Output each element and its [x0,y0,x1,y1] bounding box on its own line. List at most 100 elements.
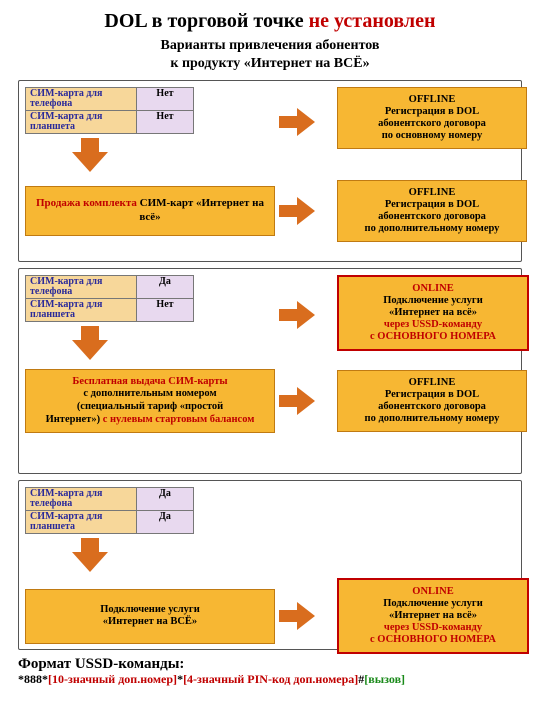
arrow-right-icon [297,108,315,136]
section-2-mid: Бесплатная выдача СИМ-карты с дополнител… [25,369,275,433]
offline-line: Регистрация в DOL [385,106,479,117]
connect-box: Подключение услуги «Интернет на ВСЁ» [25,589,275,644]
offline-line: абонентского договора [378,401,486,412]
offline-label: OFFLINE [409,94,456,105]
sim-label-phone: СИМ-карта для телефона [26,276,137,299]
sim-value-phone: Нет [137,88,194,111]
online-line: «Интернет на всё» [389,307,477,318]
table-row: СИМ-карта для планшета Нет [26,299,194,322]
arrow-col [283,581,329,651]
section-1-row2: Продажа комплекта СИМ-карт «Интернет на … [25,180,515,242]
sim-value-tablet: Да [137,511,194,534]
offline-box-dop: OFFLINE Регистрация в DOL абонентского д… [337,180,527,242]
section-2-row2: Бесплатная выдача СИМ-карты с дополнител… [25,366,515,436]
sim-label-tablet: СИМ-карта для планшета [26,511,137,534]
section-2: СИМ-карта для телефона Да СИМ-карта для … [18,268,522,474]
sim-table-1: СИМ-карта для телефона Нет СИМ-карта для… [25,87,194,134]
subtitle-line2: к продукту «Интернет на ВСЁ» [170,56,369,71]
section-3: СИМ-карта для телефона Да СИМ-карта для … [18,480,522,650]
page-title: DOL в торговой точке не установлен [18,10,522,33]
free-sim-line: (специальный тариф «простой [77,401,223,412]
connect-line: «Интернет на ВСЁ» [103,616,197,627]
offline-line: абонентского договора [378,118,486,129]
section-2-row1: СИМ-карта для телефона Да СИМ-карта для … [25,275,515,362]
footer-command: *888*[10-значный доп.номер]*[4-значный P… [18,673,522,686]
title-black: DOL в торговой точке [104,10,308,32]
arrow-right-icon [297,301,315,329]
arrow-down-icon [72,340,108,360]
offline-line: по дополнительному номеру [365,223,500,234]
online-line: с ОСНОВНОГО НОМЕРА [370,634,496,645]
online-box-main-2: ONLINE Подключение услуги «Интернет на в… [337,578,529,654]
sim-value-tablet: Нет [137,111,194,134]
sim-table-3: СИМ-карта для телефона Да СИМ-карта для … [25,487,194,534]
offline-line: Регистрация в DOL [385,199,479,210]
sim-label-tablet: СИМ-карта для планшета [26,111,137,134]
cmd-red: [10-значный доп.номер] [48,672,177,686]
arrow-right-icon [297,387,315,415]
arrow-col [283,181,329,241]
offline-box-main: OFFLINE Регистрация в DOL абонентского д… [337,87,527,149]
online-line: «Интернет на всё» [389,610,477,621]
online-line: через USSD-команду [384,319,482,330]
online-label: ONLINE [412,586,453,597]
online-line: с ОСНОВНОГО НОМЕРА [370,331,496,342]
section-1-mid: Продажа комплекта СИМ-карт «Интернет на … [25,186,275,236]
offline-line: Регистрация в DOL [385,389,479,400]
free-sim-red: Бесплатная выдача СИМ-карты [72,376,227,387]
offline-box-dop-2: OFFLINE Регистрация в DOL абонентского д… [337,370,527,432]
page: DOL в торговой точке не установлен Вариа… [0,0,540,720]
section-1-left: СИМ-карта для телефона Нет СИМ-карта для… [25,87,275,174]
sale-black: СИМ-карт «Интернет на всё» [139,197,264,223]
sim-label-phone: СИМ-карта для телефона [26,488,137,511]
cmd-green: [вызов] [364,672,405,686]
title-red: не установлен [309,10,436,32]
subtitle-line1: Варианты привлечения абонентов [161,38,380,53]
sim-table-2: СИМ-карта для телефона Да СИМ-карта для … [25,275,194,322]
online-label: ONLINE [412,283,453,294]
sim-label-tablet: СИМ-карта для планшета [26,299,137,322]
arrow-col [283,366,329,436]
online-line: Подключение услуги [383,295,483,306]
section-3-row2: Подключение услуги «Интернет на ВСЁ» ONL… [25,578,515,654]
table-row: СИМ-карта для планшета Да [26,511,194,534]
table-row: СИМ-карта для телефона Да [26,488,194,511]
offline-label: OFFLINE [409,187,456,198]
arrow-right-icon [297,197,315,225]
cmd-part: *888* [18,672,48,686]
free-sim-box: Бесплатная выдача СИМ-карты с дополнител… [25,369,275,433]
arrow-down-icon [72,152,108,172]
free-sim-red: с нулевым стартовым балансом [103,414,255,425]
arrow-down-icon [72,552,108,572]
sim-value-phone: Да [137,276,194,299]
section-3-left: СИМ-карта для телефона Да СИМ-карта для … [25,487,275,574]
section-3-mid: Подключение услуги «Интернет на ВСЁ» [25,589,275,644]
cmd-red: [4-значный PIN-код доп.номера] [183,672,358,686]
online-line: через USSD-команду [384,622,482,633]
arrow-col [283,87,329,157]
section-3-row1: СИМ-карта для телефона Да СИМ-карта для … [25,487,515,574]
footer-title: Формат USSD-команды: [18,656,522,673]
offline-line: по дополнительному номеру [365,413,500,424]
table-row: СИМ-карта для планшета Нет [26,111,194,134]
sim-label-phone: СИМ-карта для телефона [26,88,137,111]
online-box-main: ONLINE Подключение услуги «Интернет на в… [337,275,529,351]
connect-line: Подключение услуги [100,604,200,615]
section-1: СИМ-карта для телефона Нет СИМ-карта для… [18,80,522,262]
sim-value-tablet: Нет [137,299,194,322]
arrow-right-icon [297,602,315,630]
table-row: СИМ-карта для телефона Да [26,276,194,299]
arrow-col [283,275,329,355]
sale-red: Продажа комплекта [36,197,140,209]
free-sim-line: Интернет») [46,414,103,425]
table-row: СИМ-карта для телефона Нет [26,88,194,111]
sim-value-phone: Да [137,488,194,511]
offline-line: абонентского договора [378,211,486,222]
online-line: Подключение услуги [383,598,483,609]
page-subtitle: Варианты привлечения абонентов к продукт… [18,37,522,72]
sale-box: Продажа комплекта СИМ-карт «Интернет на … [25,186,275,236]
section-2-left: СИМ-карта для телефона Да СИМ-карта для … [25,275,275,362]
section-1-row1: СИМ-карта для телефона Нет СИМ-карта для… [25,87,515,174]
offline-label: OFFLINE [409,377,456,388]
free-sim-line: с дополнительным номером [83,388,216,399]
